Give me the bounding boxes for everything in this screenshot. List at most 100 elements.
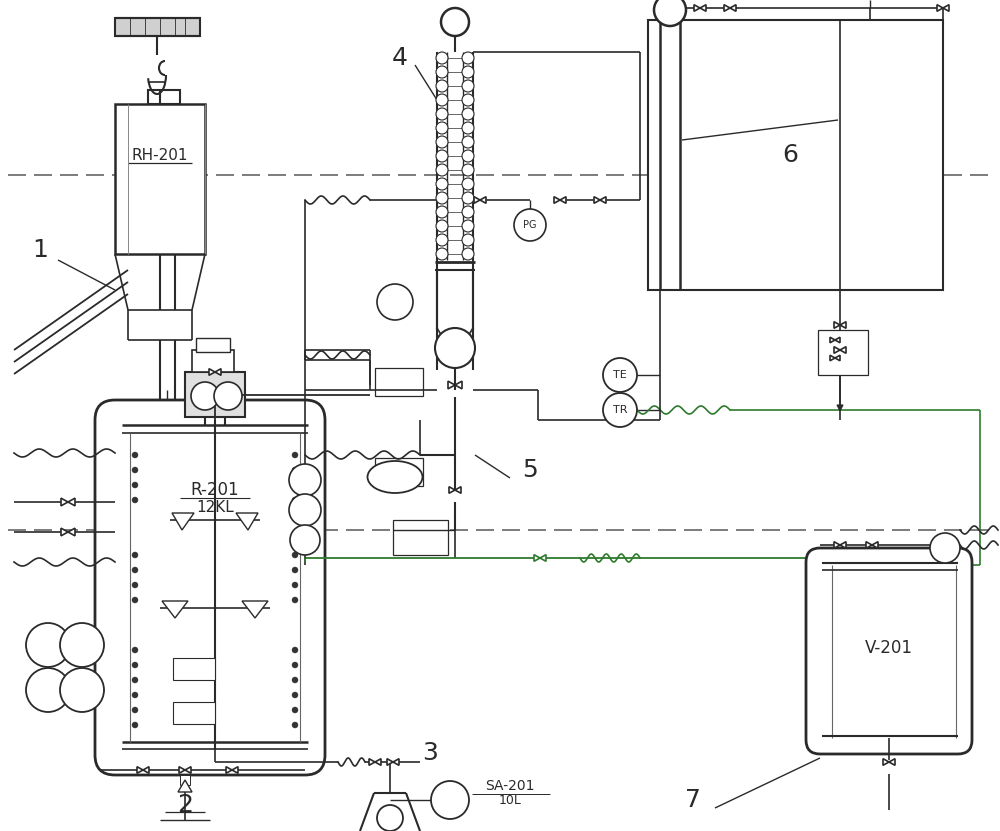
Circle shape — [132, 452, 138, 458]
Text: 2: 2 — [177, 793, 193, 817]
Polygon shape — [68, 529, 75, 536]
Circle shape — [462, 178, 474, 190]
Polygon shape — [840, 322, 846, 328]
Circle shape — [462, 52, 474, 64]
Circle shape — [132, 647, 138, 653]
Polygon shape — [943, 5, 949, 12]
Circle shape — [289, 464, 321, 496]
Polygon shape — [474, 197, 480, 204]
Polygon shape — [872, 542, 878, 548]
Circle shape — [292, 482, 298, 488]
Polygon shape — [209, 369, 215, 376]
Text: 5: 5 — [522, 458, 538, 482]
Circle shape — [132, 707, 138, 713]
Polygon shape — [724, 5, 730, 12]
Polygon shape — [830, 355, 835, 361]
Circle shape — [60, 668, 104, 712]
Polygon shape — [866, 542, 872, 548]
Polygon shape — [179, 767, 185, 774]
Circle shape — [132, 482, 138, 488]
Text: 4: 4 — [392, 46, 408, 70]
Circle shape — [436, 220, 448, 232]
Polygon shape — [455, 487, 461, 494]
Polygon shape — [480, 197, 486, 204]
Circle shape — [377, 805, 403, 831]
Polygon shape — [700, 5, 706, 12]
Circle shape — [132, 597, 138, 603]
Text: R-201: R-201 — [191, 481, 239, 499]
Bar — [115, 18, 200, 36]
Polygon shape — [143, 767, 149, 774]
Polygon shape — [172, 513, 194, 530]
Text: 1: 1 — [32, 238, 48, 262]
Circle shape — [462, 220, 474, 232]
FancyBboxPatch shape — [95, 400, 325, 775]
Text: 6: 6 — [782, 143, 798, 167]
Bar — [173, 702, 215, 724]
Text: 10L: 10L — [499, 794, 521, 807]
Polygon shape — [455, 381, 462, 389]
Polygon shape — [600, 197, 606, 204]
Circle shape — [292, 647, 298, 653]
Circle shape — [292, 467, 298, 473]
Circle shape — [436, 66, 448, 78]
Circle shape — [436, 234, 448, 246]
Circle shape — [292, 662, 298, 668]
Bar — [393, 520, 448, 555]
Circle shape — [290, 525, 320, 555]
Circle shape — [292, 582, 298, 588]
Polygon shape — [730, 5, 736, 12]
Circle shape — [292, 567, 298, 573]
Polygon shape — [937, 5, 943, 12]
Polygon shape — [448, 381, 455, 389]
Polygon shape — [554, 197, 560, 204]
Polygon shape — [449, 487, 455, 494]
Circle shape — [603, 393, 637, 427]
Circle shape — [436, 206, 448, 218]
Bar — [115, 104, 205, 254]
Circle shape — [292, 497, 298, 503]
Circle shape — [26, 668, 70, 712]
Circle shape — [132, 692, 138, 698]
Bar — [375, 458, 423, 486]
Polygon shape — [834, 322, 840, 328]
Polygon shape — [534, 555, 540, 561]
Polygon shape — [694, 5, 700, 12]
Circle shape — [292, 707, 298, 713]
Circle shape — [292, 597, 298, 603]
Circle shape — [462, 136, 474, 148]
Ellipse shape — [368, 461, 422, 493]
Text: TR: TR — [613, 405, 627, 415]
Circle shape — [462, 192, 474, 204]
Polygon shape — [226, 767, 232, 774]
Bar — [180, 775, 190, 785]
Circle shape — [431, 781, 469, 819]
Text: 7: 7 — [685, 788, 701, 812]
Circle shape — [462, 234, 474, 246]
Circle shape — [214, 382, 242, 410]
Circle shape — [462, 150, 474, 162]
Polygon shape — [840, 347, 846, 353]
Circle shape — [292, 677, 298, 683]
Circle shape — [930, 533, 960, 563]
Circle shape — [436, 150, 448, 162]
Circle shape — [462, 108, 474, 120]
Polygon shape — [375, 759, 381, 765]
Circle shape — [462, 122, 474, 134]
Polygon shape — [835, 337, 840, 342]
Polygon shape — [393, 759, 399, 765]
Polygon shape — [61, 529, 68, 536]
Circle shape — [132, 582, 138, 588]
Polygon shape — [68, 498, 75, 506]
Polygon shape — [178, 780, 192, 792]
Bar — [375, 368, 423, 396]
Polygon shape — [242, 601, 268, 618]
Circle shape — [191, 382, 219, 410]
Circle shape — [292, 552, 298, 558]
Polygon shape — [387, 759, 393, 765]
Text: RH-201: RH-201 — [132, 147, 188, 163]
Bar — [196, 338, 230, 352]
Circle shape — [132, 662, 138, 668]
Circle shape — [292, 722, 298, 728]
Circle shape — [132, 722, 138, 728]
